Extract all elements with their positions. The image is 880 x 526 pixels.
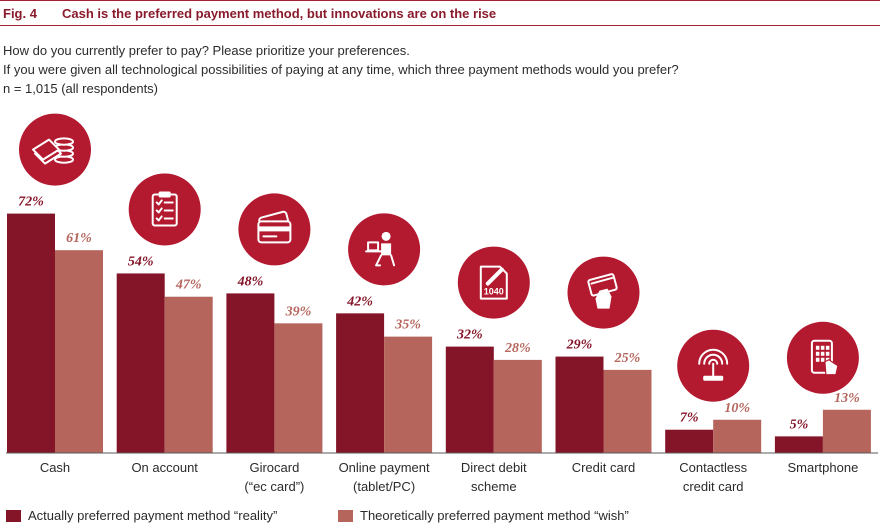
category-label: Online payment: [339, 460, 430, 475]
cash-icon: [19, 113, 91, 186]
figure-number: Fig. 4: [3, 6, 37, 21]
direct-debit-icon: 1040: [457, 246, 530, 319]
value-label-reality: 72%: [18, 195, 44, 210]
category-label: scheme: [471, 479, 517, 494]
legend-swatch-wish: [338, 510, 353, 522]
value-label-reality: 7%: [680, 411, 699, 426]
category-label: Smartphone: [787, 460, 858, 475]
category-label: (“ec card”): [244, 479, 304, 494]
bar-reality: [665, 429, 714, 453]
bars-layer: [7, 213, 871, 453]
value-label-reality: 32%: [456, 328, 483, 343]
value-label-reality: 5%: [790, 417, 809, 432]
category-label: On account: [131, 460, 198, 475]
bar-wish: [822, 409, 871, 453]
value-label-wish: 10%: [724, 401, 750, 416]
bar-wish: [713, 419, 762, 453]
value-label-reality: 42%: [346, 294, 373, 309]
category-label: (tablet/PC): [353, 479, 415, 494]
svg-text:1040: 1040: [484, 287, 504, 297]
question-line-1: How do you currently prefer to pay? Plea…: [3, 43, 410, 58]
category-label: Credit card: [572, 460, 636, 475]
value-label-wish: 28%: [504, 341, 531, 356]
value-label-wish: 39%: [285, 304, 312, 319]
clipboard-icon: [128, 173, 201, 246]
value-label-wish: 13%: [834, 391, 860, 406]
value-label-wish: 61%: [66, 231, 92, 246]
icons-layer: 1040: [19, 113, 859, 402]
category-label: Cash: [40, 460, 70, 475]
sample-size-note: n = 1,015 (all respondents): [3, 81, 159, 96]
bar-reality: [116, 273, 165, 453]
legend-label-wish: Theoretically preferred payment method “…: [360, 508, 629, 523]
bar-reality: [336, 313, 385, 453]
value-label-wish: 47%: [175, 278, 202, 293]
value-label-reality: 54%: [128, 254, 154, 269]
value-label-wish: 35%: [394, 318, 421, 333]
category-label: Contactless: [679, 460, 747, 475]
bar-reality: [7, 213, 55, 453]
bar-reality: [774, 436, 823, 453]
question-line-2: If you were given all technological poss…: [3, 62, 679, 77]
girocard-icon: [238, 193, 311, 266]
bar-wish: [603, 369, 652, 453]
category-label: Girocard: [249, 460, 299, 475]
online-payment-icon: [348, 213, 421, 286]
credit-card-icon: [567, 256, 640, 329]
labels-layer: 72% 61% Cash 54% 47% On account 48% 39% Girocard…: [18, 195, 860, 494]
bar-wish: [274, 323, 323, 453]
bar-wish: [384, 336, 433, 453]
legend-swatch-reality: [6, 510, 21, 522]
bar-reality: [226, 293, 275, 453]
category-label: Direct debit: [461, 460, 527, 475]
contactless-icon: [677, 329, 750, 402]
figure-title: Cash is the preferred payment method, bu…: [62, 6, 497, 21]
bar-reality: [555, 356, 604, 453]
value-label-reality: 48%: [237, 274, 264, 289]
legend-label-reality: Actually preferred payment method “reali…: [28, 508, 278, 523]
value-label-reality: 29%: [566, 338, 593, 353]
category-label: credit card: [683, 479, 744, 494]
bar-reality: [445, 346, 494, 453]
bar-wish: [493, 359, 542, 453]
bar-wish: [164, 296, 213, 453]
bar-wish: [55, 250, 103, 453]
smartphone-icon: [786, 321, 859, 394]
value-label-wish: 25%: [614, 351, 641, 366]
figure-header: Fig. 4 Cash is the preferred payment met…: [0, 0, 880, 26]
